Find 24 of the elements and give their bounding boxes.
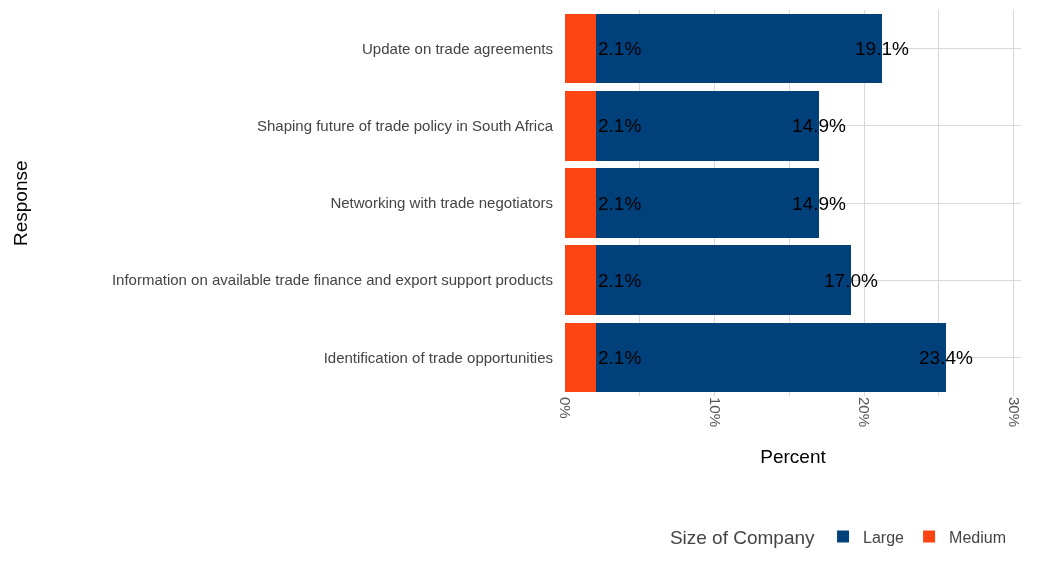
y-tick-label: Shaping future of trade policy in South Africa (256, 117, 554, 135)
data-label: 2.1% (598, 270, 642, 291)
y-tick-label: Networking with trade negotiators (330, 194, 553, 212)
x-tick-label: 30% (1005, 397, 1023, 428)
legend-label: Large (863, 528, 905, 546)
x-tick-label: 20% (856, 397, 874, 428)
data-label: 2.1% (598, 115, 642, 136)
bar (565, 13, 597, 84)
bar (565, 168, 597, 238)
x-axis-title: Percent (760, 446, 827, 467)
data-label: 2.1% (598, 347, 642, 368)
bar (565, 245, 597, 315)
y-tick-label: Information on available trade finance and export support products (111, 271, 553, 289)
bar (565, 91, 597, 161)
y-axis-title: Response (10, 160, 31, 246)
legend-label: Medium (949, 528, 1006, 546)
y-tick-label: Identification of trade opportunities (323, 348, 553, 366)
x-tick-label: 10% (706, 397, 724, 428)
x-tick-label: 0% (557, 397, 575, 419)
data-label: 2.1% (598, 38, 642, 59)
bar (565, 322, 597, 393)
y-tick-label: Update on trade agreements (362, 39, 553, 57)
legend-title: Size of Company (669, 527, 816, 549)
data-label: 2.1% (598, 193, 642, 214)
